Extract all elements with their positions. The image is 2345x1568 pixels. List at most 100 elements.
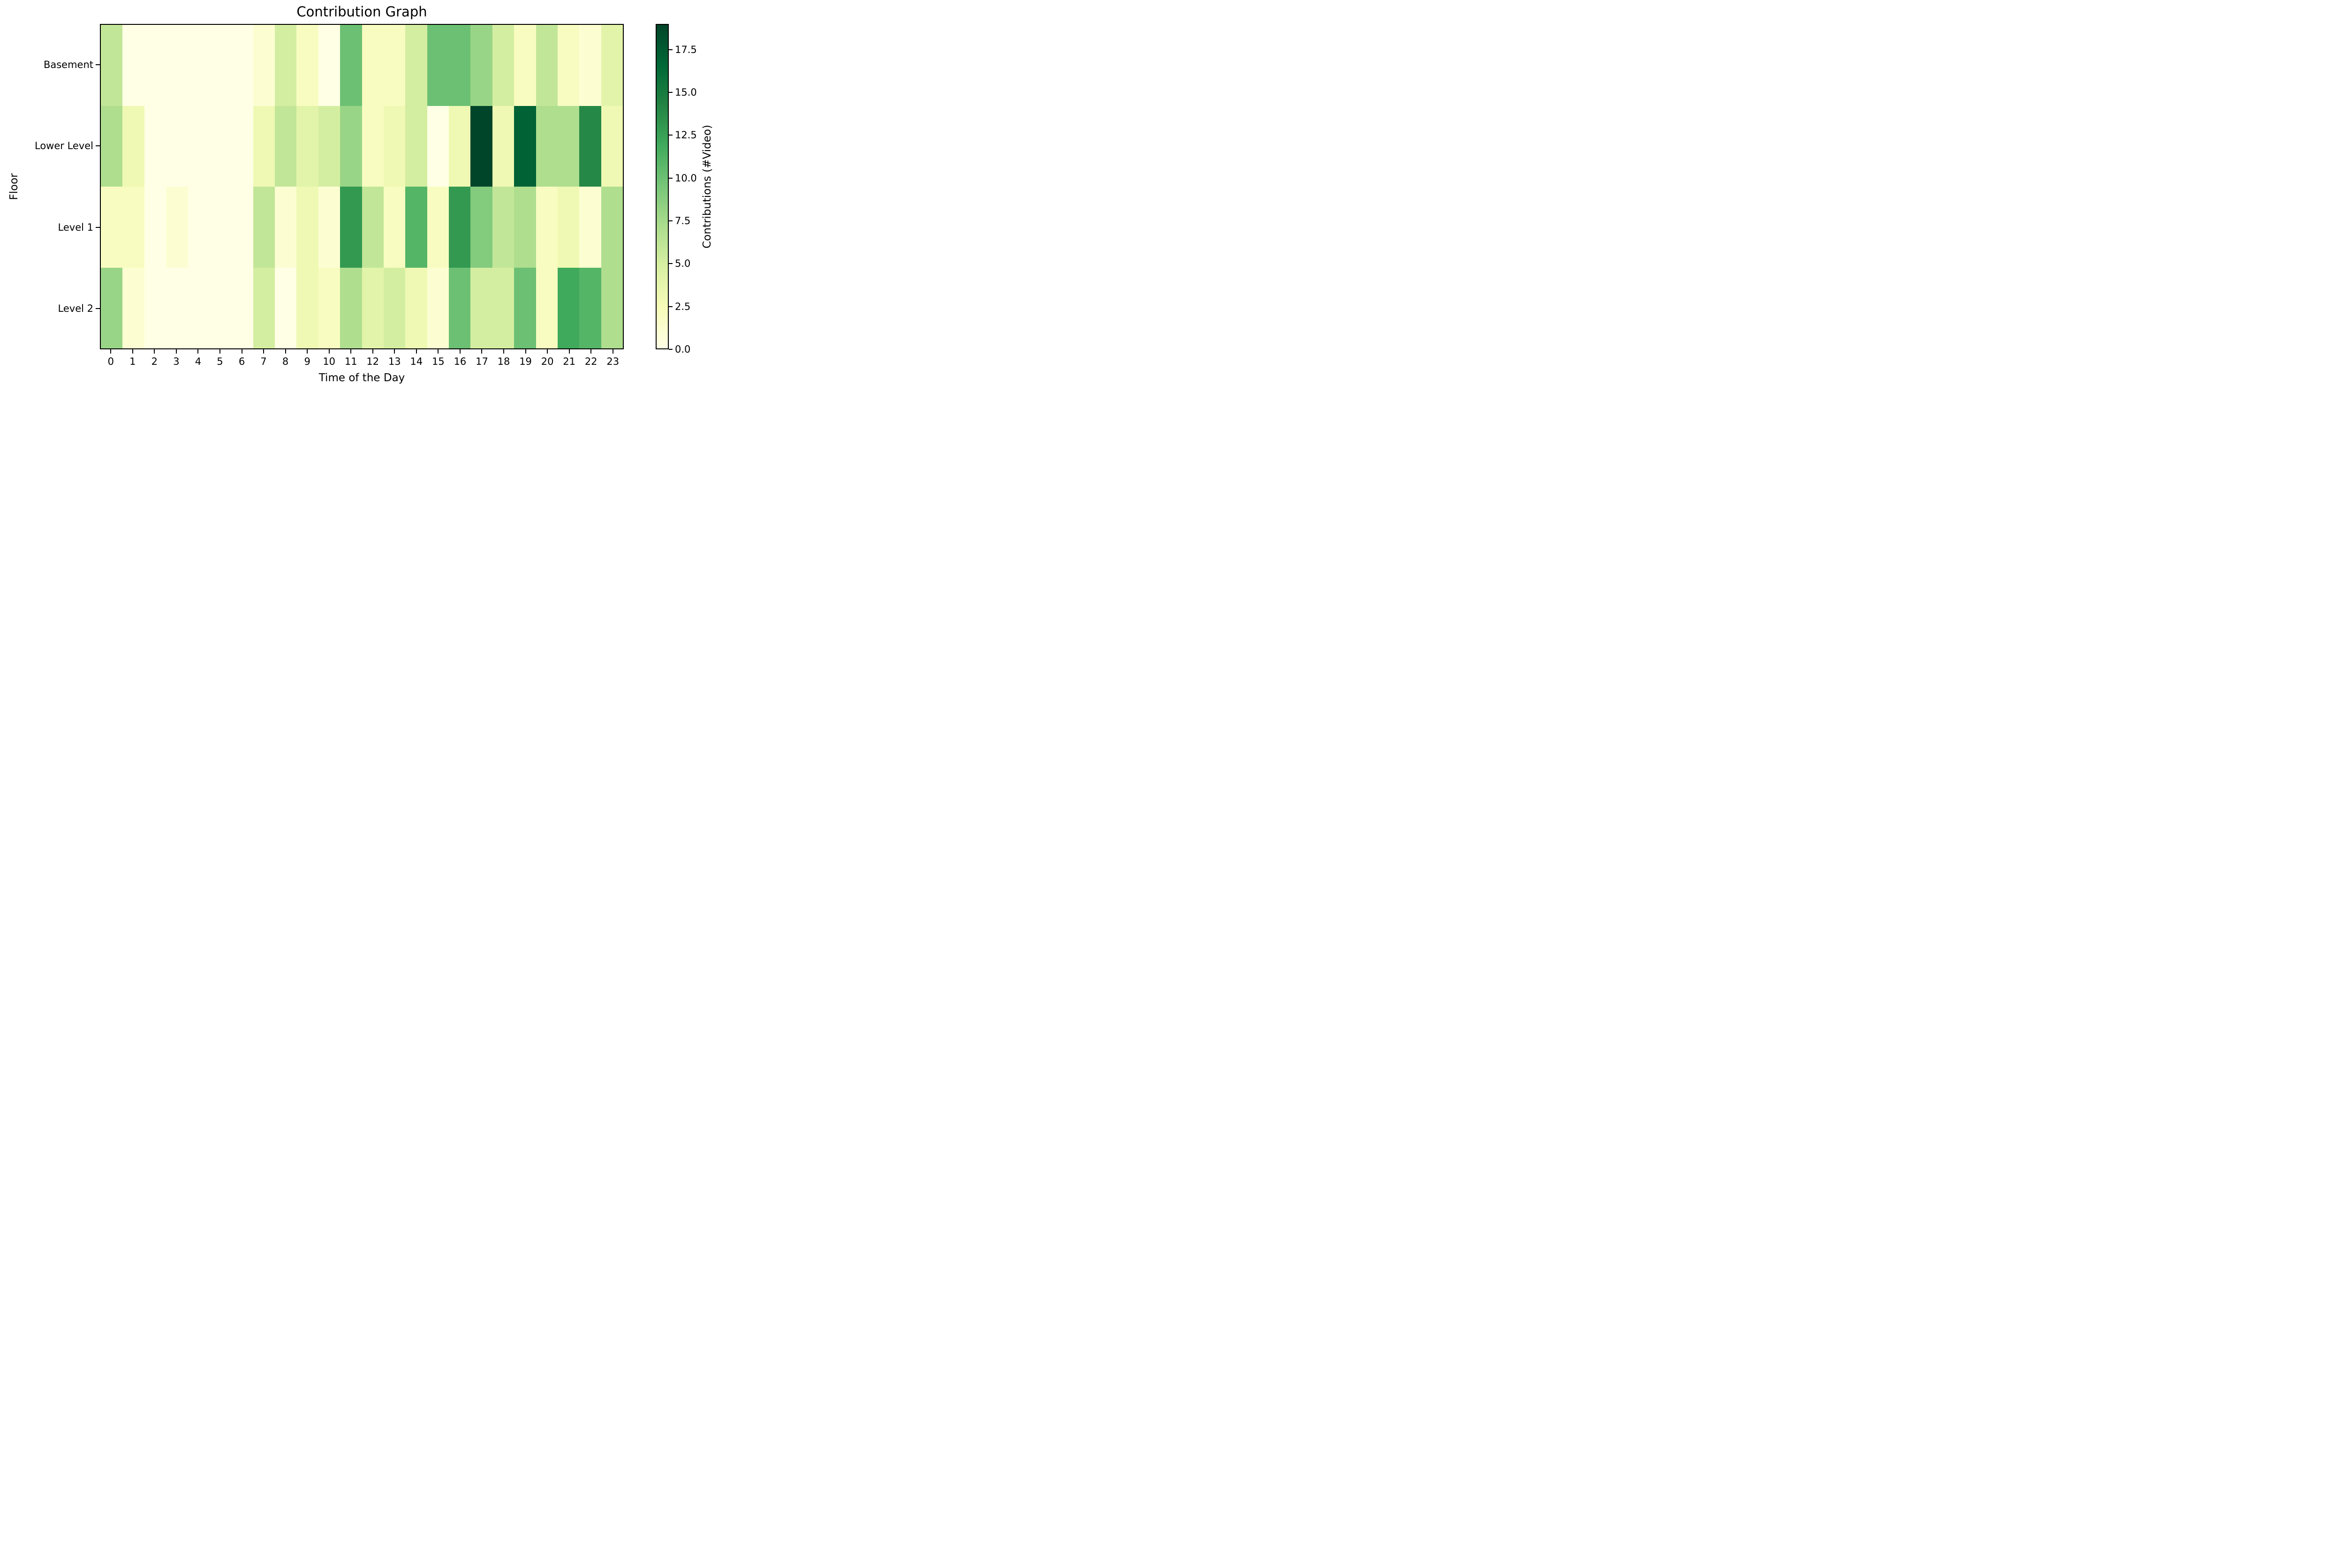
colorbar-tick-label: 0.0 (675, 344, 691, 355)
heatmap-cell (122, 106, 144, 187)
x-tick-label: 13 (388, 356, 401, 367)
heatmap-cell (144, 267, 166, 348)
x-tick-mark (459, 349, 461, 354)
heatmap-cell (536, 106, 558, 187)
heatmap-cell (253, 187, 275, 268)
heatmap-cell (383, 25, 406, 106)
x-tick-label: 3 (173, 356, 180, 367)
x-tick-label: 2 (151, 356, 158, 367)
y-tick-label: Lower Level (34, 140, 93, 152)
x-tick-label: 18 (497, 356, 510, 367)
heatmap-cell (296, 25, 318, 106)
heatmap-cell (231, 25, 253, 106)
x-tick-label: 22 (584, 356, 598, 367)
heatmap-cell (166, 267, 188, 348)
colorbar-tick-mark (669, 263, 673, 264)
x-tick-mark (525, 349, 526, 354)
heatmap-cell (514, 267, 536, 348)
heatmap-cell (209, 25, 232, 106)
heatmap-cell (492, 106, 514, 187)
heatmap-cell (144, 187, 166, 268)
x-tick-mark (219, 349, 220, 354)
colorbar (656, 24, 669, 349)
heatmap-cell (557, 267, 580, 348)
heatmap-cell (296, 267, 318, 348)
heatmap-cell (318, 187, 340, 268)
x-tick-mark (154, 349, 155, 354)
heatmap-cell (492, 267, 514, 348)
colorbar-tick-label: 10.0 (675, 172, 697, 184)
x-tick-mark (590, 349, 592, 354)
heatmap-cell (514, 106, 536, 187)
x-tick-label: 10 (323, 356, 336, 367)
heatmap-cell (449, 187, 471, 268)
heatmap-cell (427, 106, 449, 187)
colorbar-tick-mark (669, 220, 673, 222)
heatmap-cell (122, 267, 144, 348)
y-tick-mark (96, 226, 100, 228)
heatmap-cell (275, 267, 297, 348)
heatmap-cell (231, 267, 253, 348)
chart-title: Contribution Graph (296, 4, 427, 20)
heatmap-cell (340, 106, 362, 187)
heatmap-cell (144, 25, 166, 106)
x-tick-mark (372, 349, 373, 354)
figure: Contribution Graph Time of the Day Floor… (0, 0, 730, 392)
x-tick-label: 12 (366, 356, 379, 367)
heatmap-cell (449, 106, 471, 187)
y-tick-label: Basement (43, 59, 93, 70)
heatmap-cell (253, 106, 275, 187)
heatmap-cell (101, 106, 123, 187)
heatmap-cell (188, 25, 210, 106)
heatmap-cell (122, 187, 144, 268)
heatmap-cell (362, 25, 384, 106)
heatmap-cell (188, 267, 210, 348)
heatmap-cell (144, 106, 166, 187)
x-tick-mark (350, 349, 352, 354)
heatmap-cell (579, 106, 601, 187)
x-tick-label: 23 (606, 356, 620, 367)
heatmap-cell (557, 106, 580, 187)
x-tick-label: 11 (344, 356, 357, 367)
x-tick-label: 0 (107, 356, 114, 367)
x-tick-mark (416, 349, 417, 354)
x-tick-label: 17 (476, 356, 488, 367)
heatmap-cell (101, 267, 123, 348)
heatmap-plot-area (100, 24, 624, 349)
heatmap-cell (427, 267, 449, 348)
heatmap-cell (449, 25, 471, 106)
colorbar-tick-label: 2.5 (675, 301, 691, 312)
heatmap-cell (231, 106, 253, 187)
heatmap-cell (557, 187, 580, 268)
heatmap-cell (275, 106, 297, 187)
heatmap-cell (362, 106, 384, 187)
colorbar-tick-label: 17.5 (675, 44, 697, 55)
heatmap-cell (340, 187, 362, 268)
x-tick-mark (197, 349, 199, 354)
y-tick-label: Level 2 (58, 303, 93, 315)
heatmap-cell (579, 25, 601, 106)
x-tick-mark (132, 349, 133, 354)
x-tick-mark (481, 349, 483, 354)
x-tick-mark (438, 349, 439, 354)
heatmap-cell (492, 25, 514, 106)
heatmap-cell (340, 267, 362, 348)
colorbar-tick-mark (669, 349, 673, 350)
colorbar-tick-label: 15.0 (675, 87, 697, 98)
x-tick-label: 16 (454, 356, 467, 367)
heatmap-cell (557, 25, 580, 106)
heatmap-cell (253, 267, 275, 348)
x-tick-mark (503, 349, 505, 354)
colorbar-label: Contributions (#Video) (701, 125, 713, 249)
x-tick-mark (394, 349, 395, 354)
heatmap-cell (405, 25, 427, 106)
heatmap-cell (188, 187, 210, 268)
heatmap-cell (601, 106, 623, 187)
heatmap-cell (318, 267, 340, 348)
heatmap-cell (536, 187, 558, 268)
heatmap-cell (383, 187, 406, 268)
heatmap-cell (405, 187, 427, 268)
x-tick-label: 15 (432, 356, 445, 367)
heatmap-cell (209, 267, 232, 348)
x-tick-mark (328, 349, 330, 354)
